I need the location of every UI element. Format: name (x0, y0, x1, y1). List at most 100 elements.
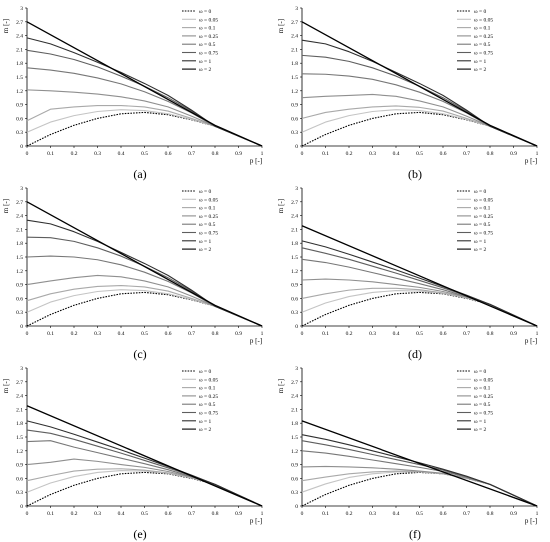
x-tick-label: 0.2 (346, 151, 353, 157)
x-tick-label: 0.5 (141, 511, 148, 517)
x-tick-label: 0 (301, 331, 304, 337)
series-line (26, 201, 263, 327)
legend-entry-label: ω = 0 (474, 9, 486, 15)
series-line (26, 274, 263, 327)
x-axis-label: p [-] (525, 157, 537, 165)
series-line (301, 93, 538, 147)
x-tick-label: 0.9 (510, 511, 517, 517)
y-axis-label: m [-] (277, 379, 285, 393)
series-line (26, 458, 263, 507)
y-tick-label: 2.4 (16, 214, 23, 220)
y-tick-label: 0 (20, 144, 23, 150)
x-tick-label: 1 (536, 511, 539, 517)
panel-label: (a) (133, 167, 147, 181)
x-tick-label: 0.1 (322, 331, 329, 337)
y-tick-label: 3 (20, 366, 23, 372)
legend-entry-label: ω = 0.05 (474, 17, 493, 23)
series-line (301, 73, 538, 147)
x-tick-label: 0.6 (440, 331, 447, 337)
x-tick-label: 0.8 (487, 511, 494, 517)
x-tick-label: 0.4 (118, 331, 125, 337)
x-tick-label: 0.4 (393, 331, 400, 337)
x-tick-label: 0.1 (322, 511, 329, 517)
y-tick-label: 2.4 (16, 34, 23, 40)
x-tick-label: 0.1 (47, 511, 54, 517)
legend-entry-label: ω = 0.75 (199, 411, 218, 417)
y-tick-label: 0.6 (291, 476, 298, 482)
x-tick-label: 0.8 (487, 151, 494, 157)
x-tick-label: 0.9 (235, 151, 242, 157)
legend-entry-label: ω = 2 (474, 67, 486, 73)
y-tick-label: 1.2 (16, 449, 23, 455)
legend-entry-label: ω = 0.1 (199, 386, 216, 392)
chart-panel: 0 0.3 0.6 0.9 1.2 1.5 1.8 2.1 2.4 2.7 3 0 0.1 0.2 0.3 0… (0, 360, 275, 541)
x-tick-label: 0.4 (118, 511, 125, 517)
x-tick-label: 0.4 (393, 511, 400, 517)
x-tick-label: 0.9 (510, 151, 517, 157)
series-line (301, 470, 538, 507)
series-line (301, 278, 538, 327)
y-tick-label: 0.6 (291, 116, 298, 122)
x-tick-label: 0.2 (346, 331, 353, 337)
series-line (301, 21, 538, 147)
y-tick-label: 0 (295, 324, 298, 330)
x-tick-label: 0.7 (188, 511, 195, 517)
series-line (26, 111, 263, 147)
series-line (301, 109, 538, 147)
x-axis-label: p [-] (250, 517, 262, 525)
legend-entry-label: ω = 0.5 (199, 402, 216, 408)
x-tick-label: 0.1 (47, 151, 54, 157)
x-tick-label: 1 (536, 151, 539, 157)
legend-entry-label: ω = 0.05 (474, 197, 493, 203)
x-tick-label: 0 (301, 511, 304, 517)
series-line (301, 434, 538, 507)
y-tick-label: 0.3 (16, 130, 23, 136)
series-line (26, 289, 263, 327)
y-axis-label: m [-] (2, 199, 10, 213)
x-tick-label: 0.6 (440, 151, 447, 157)
x-tick-label: 0.8 (212, 511, 219, 517)
y-tick-label: 2.4 (16, 394, 23, 400)
legend-entry-label: ω = 0.1 (474, 206, 491, 212)
y-tick-label: 3 (20, 6, 23, 12)
y-tick-label: 1.2 (291, 269, 298, 275)
chart-panel: 0 0.3 0.6 0.9 1.2 1.5 1.8 2.1 2.4 2.7 3 0 0.1 0.2 0.3 0… (275, 180, 550, 361)
series-line (301, 111, 538, 147)
legend-entry-label: ω = 0.1 (474, 26, 491, 32)
x-tick-label: 0.6 (165, 151, 172, 157)
y-tick-label: 0.3 (291, 310, 298, 316)
x-tick-label: 0.2 (71, 331, 78, 337)
legend-entry-label: ω = 1 (199, 59, 211, 65)
x-axis-label: p [-] (525, 517, 537, 525)
legend-entry-label: ω = 0.5 (474, 42, 491, 48)
y-tick-label: 1.5 (16, 435, 23, 441)
legend-entry-label: ω = 0.25 (474, 394, 493, 400)
series-line (301, 290, 538, 327)
series-line (301, 287, 538, 327)
x-tick-label: 0.8 (487, 331, 494, 337)
series-line (26, 429, 263, 507)
legend-entry-label: ω = 0.05 (199, 197, 218, 203)
y-tick-label: 0.3 (16, 310, 23, 316)
legend-entry-label: ω = 0 (474, 189, 486, 195)
x-tick-label: 0.3 (94, 331, 101, 337)
legend-entry-label: ω = 0 (199, 189, 211, 195)
y-tick-label: 2.7 (291, 20, 298, 26)
y-tick-label: 0.6 (16, 116, 23, 122)
x-tick-label: 0.3 (369, 151, 376, 157)
x-axis-label: p [-] (250, 337, 262, 345)
x-tick-label: 0.6 (165, 511, 172, 517)
x-tick-label: 0.3 (94, 511, 101, 517)
x-tick-label: 0.5 (416, 331, 423, 337)
series-line (26, 470, 263, 507)
series-line (301, 105, 538, 147)
y-axis-label: m [-] (2, 379, 10, 393)
y-tick-label: 2.1 (291, 227, 298, 233)
y-tick-label: 2.7 (16, 20, 23, 26)
x-tick-label: 0.2 (71, 151, 78, 157)
legend-entry-label: ω = 1 (199, 419, 211, 425)
legend-entry-label: ω = 0.5 (199, 42, 216, 48)
series-line (301, 440, 538, 507)
y-tick-label: 0 (20, 324, 23, 330)
y-tick-label: 1.8 (291, 241, 298, 247)
